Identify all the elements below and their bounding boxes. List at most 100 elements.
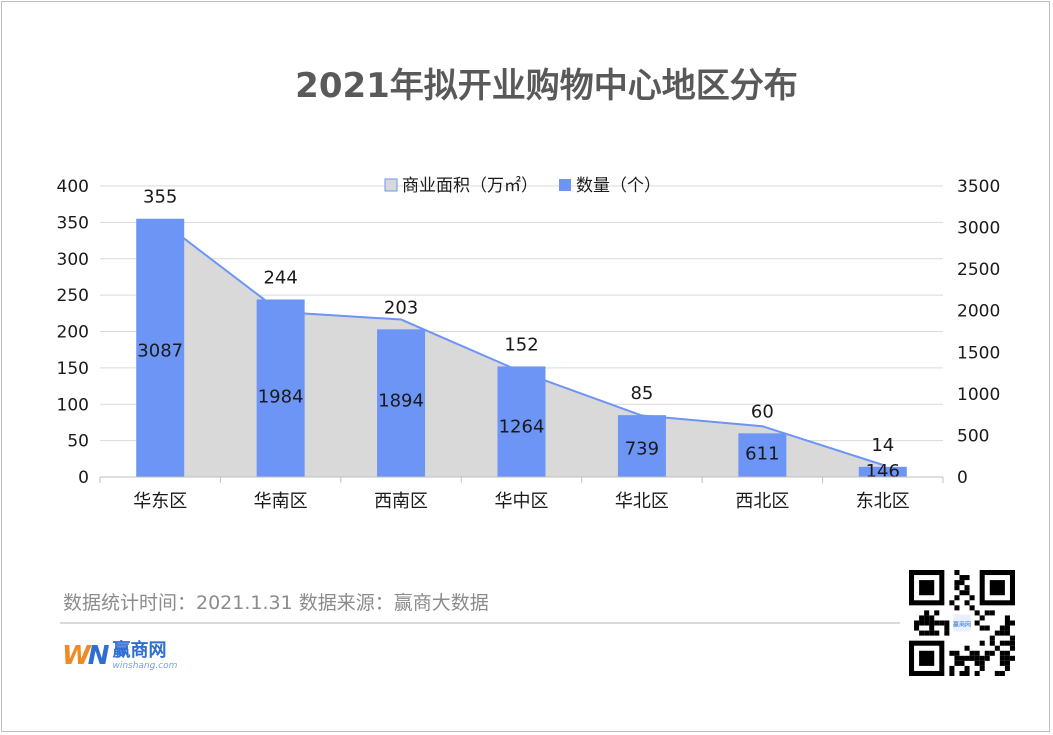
qr-module: [959, 655, 965, 661]
qr-module: [929, 625, 935, 631]
chart-title: 2021年拟开业购物中心地区分布: [295, 66, 798, 106]
x-axis-category-label: 华东区: [133, 491, 187, 512]
qr-module: [979, 655, 985, 661]
right-axis-tick: 3500: [957, 177, 1000, 197]
qr-module: [974, 660, 980, 666]
qr-module: [959, 575, 965, 581]
qr-module: [949, 650, 955, 656]
qr-center-text: 赢商网: [953, 621, 971, 629]
qr-module: [924, 615, 930, 621]
bar-value-label: 85: [630, 383, 653, 404]
qr-module: [999, 660, 1005, 666]
qr-module: [1004, 660, 1010, 666]
qr-module: [954, 585, 960, 591]
area-value-label: 739: [625, 438, 659, 459]
qr-module: [994, 630, 1000, 636]
qr-finder-core: [919, 580, 935, 596]
qr-module: [934, 630, 940, 636]
qr-module: [954, 570, 960, 576]
qr-module: [954, 655, 960, 661]
chart-area: 0 50 100 150 200 250 300 350 400 0 500 1000 1500 2000…: [57, 176, 1001, 512]
left-axis-tick: 400: [57, 177, 89, 197]
qr-module: [974, 650, 980, 656]
qr-module: [1009, 635, 1015, 641]
qr-module: [974, 670, 980, 676]
qr-module: [1009, 640, 1015, 646]
area-value-label: 3087: [137, 341, 183, 362]
qr-module: [924, 620, 930, 626]
bar-西北区: [738, 433, 787, 477]
qr-module: [954, 660, 960, 666]
qr-module: [994, 645, 1000, 651]
footer-divider: [60, 622, 900, 624]
logo-text: 赢商网 winshang.com: [112, 640, 177, 672]
qr-module: [1004, 640, 1010, 646]
qr-module: [969, 605, 975, 611]
qr-module: [999, 640, 1005, 646]
left-axis-tick: 350: [57, 213, 89, 233]
bar-华中区: [497, 366, 546, 477]
logo-mark-n: N: [87, 641, 110, 671]
qr-module: [919, 630, 925, 636]
qr-module: [1009, 645, 1015, 651]
qr-module: [929, 620, 935, 626]
x-axis-category-label: 西南区: [374, 491, 428, 512]
qr-module: [944, 630, 950, 636]
qr-finder-core: [919, 650, 935, 666]
left-axis-tick: 100: [57, 395, 89, 415]
qr-module: [969, 655, 975, 661]
qr-module: [959, 660, 965, 666]
right-axis-tick: 2500: [957, 260, 1000, 280]
x-axis-category-label: 西北区: [735, 491, 789, 512]
qr-module: [1009, 620, 1015, 626]
logo-name: 赢商网: [112, 640, 167, 661]
qr-module: [1009, 655, 1015, 661]
qr-module: [949, 665, 955, 671]
qr-module: [944, 625, 950, 631]
qr-module: [969, 650, 975, 656]
qr-module: [954, 605, 960, 611]
qr-module: [999, 650, 1005, 656]
legend-label-area: 商业面积（万㎡）: [402, 176, 538, 196]
qr-finder-core: [989, 580, 1005, 596]
qr-module: [929, 630, 935, 636]
qr-module: [914, 620, 920, 626]
logo-mark-w: W: [62, 641, 91, 671]
left-axis-tick: 300: [57, 250, 89, 270]
qr-module: [964, 665, 970, 671]
qr-module: [964, 645, 970, 651]
x-axis-category-label: 华中区: [495, 491, 549, 512]
x-axis-category-label: 华北区: [615, 491, 669, 512]
source-note: 数据统计时间：2021.1.31 数据来源：赢商大数据: [63, 592, 489, 614]
qr-module: [989, 650, 995, 656]
qr-module: [954, 650, 960, 656]
qr-module: [934, 610, 940, 616]
qr-module: [974, 620, 980, 626]
legend-swatch-area: [384, 178, 398, 192]
bar-华东区: [136, 218, 185, 478]
right-axis-tick: 0: [957, 468, 968, 488]
area-value-label: 1264: [499, 416, 545, 437]
qr-module: [1004, 620, 1010, 626]
bar-value-label: 14: [871, 435, 894, 456]
x-axis-category-label: 华南区: [254, 491, 308, 512]
qr-module: [964, 585, 970, 591]
qr-module: [939, 620, 945, 626]
qr-module: [1004, 615, 1010, 621]
qr-module: [979, 665, 985, 671]
qr-module: [929, 615, 935, 621]
qr-module: [959, 670, 965, 676]
qr-module: [954, 595, 960, 601]
qr-module: [964, 575, 970, 581]
qr-module: [964, 600, 970, 606]
qr-module: [979, 640, 985, 646]
qr-module: [1004, 655, 1010, 661]
qr-module: [984, 650, 990, 656]
bar-东北区: [858, 466, 907, 477]
qr-module: [1004, 630, 1010, 636]
qr-module: [999, 630, 1005, 636]
bar-value-label: 244: [263, 267, 297, 288]
qr-module: [984, 655, 990, 661]
qr-module: [954, 580, 960, 586]
right-axis-tick: 2000: [957, 302, 1000, 322]
